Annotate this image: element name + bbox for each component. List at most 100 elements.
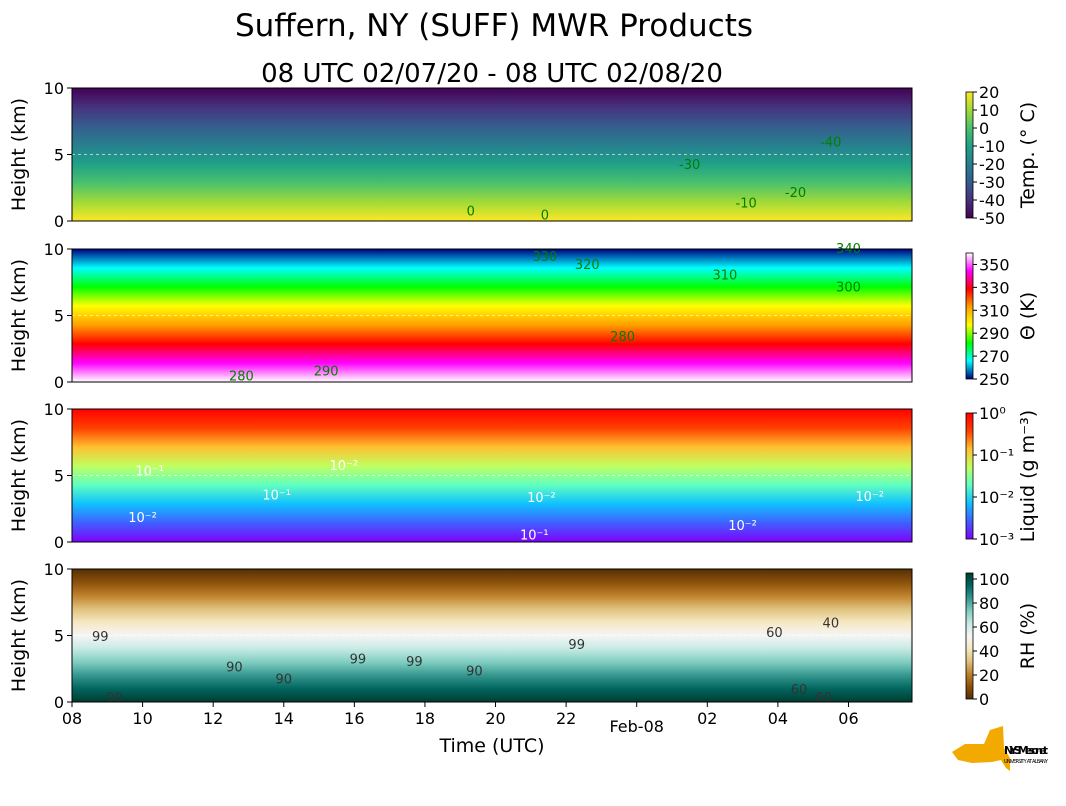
colorbar — [965, 412, 974, 540]
x-tick-label: Feb-08 — [609, 717, 663, 736]
contour-label: 10⁻² — [527, 491, 556, 506]
nys-mesonet-logo: NYS Mesonet UNIVERSITY AT ALBANY — [952, 726, 1049, 771]
y-tick-label: 5 — [54, 146, 64, 165]
y-axis-label: Height (km) — [8, 419, 30, 532]
contour-label: 60 — [766, 626, 783, 641]
y-tick-label: 0 — [54, 693, 64, 712]
ny-state-shape — [952, 726, 1010, 771]
contour-label: 10⁻¹ — [135, 465, 164, 480]
x-tick-label: 02 — [697, 709, 717, 728]
contour-label: -20 — [785, 186, 806, 201]
colorbar-tick-label: 350 — [979, 255, 1010, 274]
y-tick-label: 5 — [54, 627, 64, 646]
x-tick-label: 04 — [768, 709, 788, 728]
liquid-water-panel: 10⁻¹ 10⁻² 10⁻¹ 10⁻² 10⁻² 10⁻¹ 10⁻² 10⁻² 0 5 10 Heig… — [8, 400, 1039, 552]
colorbar — [965, 572, 974, 700]
colorbar-tick-label: 0 — [979, 690, 989, 709]
x-axis-label: Time (UTC) — [438, 735, 544, 757]
contour-label: 300 — [836, 281, 861, 296]
colorbar-tick-label: -20 — [979, 155, 1005, 174]
colorbar-tick-label: 10⁻¹ — [979, 446, 1014, 465]
contour-label: 90 — [226, 660, 243, 675]
colorbar-tick-label: 0 — [979, 119, 989, 138]
colorbar-tick-label: -30 — [979, 173, 1005, 192]
contour-label: 0 — [541, 209, 549, 224]
colorbar — [965, 252, 974, 380]
contour-label: 0 — [467, 205, 475, 220]
contour-label: 10⁻² — [128, 511, 157, 526]
y-tick-label: 0 — [54, 533, 64, 552]
y-tick-label: 10 — [44, 560, 64, 579]
contour-label: -10 — [736, 197, 757, 212]
contour-label: 280 — [229, 370, 254, 385]
contour-label: 60 — [791, 683, 808, 698]
y-tick-label: 0 — [54, 212, 64, 231]
colorbar-tick-label: 20 — [979, 83, 999, 102]
contour-label: -30 — [679, 158, 700, 173]
y-tick-label: 5 — [54, 307, 64, 326]
colorbar-tick-label: 60 — [979, 618, 999, 637]
contour-label: 40 — [823, 617, 840, 632]
logo-text: NYS Mesonet — [1004, 744, 1048, 757]
colorbar-tick-label: 330 — [979, 278, 1010, 297]
x-tick-label: 06 — [838, 709, 858, 728]
colorbar-tick-label: 100 — [979, 570, 1010, 589]
colorbar-tick-label: -40 — [979, 191, 1005, 210]
colorbar-tick-label: 10⁰ — [979, 404, 1006, 423]
colorbar-tick-label: 80 — [979, 594, 999, 613]
colorbar-tick-label: 10⁻² — [979, 488, 1014, 507]
contour-label: -40 — [820, 136, 841, 151]
x-tick-label: 10 — [132, 709, 152, 728]
x-tick-label: 16 — [344, 709, 364, 728]
contour-label: 99 — [350, 652, 367, 667]
y-tick-label: 5 — [54, 467, 64, 486]
contour-label: 60 — [815, 691, 832, 706]
y-axis-label: Height (km) — [8, 579, 30, 692]
y-tick-label: 10 — [44, 400, 64, 419]
colorbar-tick-label: 10⁻³ — [979, 530, 1014, 549]
contour-label: 90 — [275, 672, 292, 687]
colorbar-tick-label: 10 — [979, 101, 999, 120]
contour-label: 99 — [406, 655, 423, 670]
contour-label: 90 — [106, 691, 123, 706]
colorbar-tick-label: 290 — [979, 324, 1010, 343]
colorbar-tick-label: 270 — [979, 347, 1010, 366]
colorbar-tick-label: 310 — [979, 301, 1010, 320]
y-axis-label: Height (km) — [8, 98, 30, 211]
x-axis: 08 10 12 14 16 18 20 22 Feb-08 02 04 06 — [62, 702, 859, 736]
contour-label: 310 — [713, 269, 738, 284]
contour-label: 330 — [533, 250, 558, 265]
contour-label: 10⁻² — [728, 519, 757, 534]
colorbar-tick-label: -10 — [979, 137, 1005, 156]
x-tick-label: 12 — [203, 709, 223, 728]
colorbar-tick-label: -50 — [979, 209, 1005, 228]
contour-label: 90 — [466, 664, 483, 679]
colorbar-tick-label: 250 — [979, 370, 1010, 389]
x-tick-label: 14 — [274, 709, 294, 728]
contour-label: 10⁻¹ — [262, 488, 291, 503]
colorbar — [965, 91, 974, 219]
contour-label: 280 — [610, 330, 635, 345]
colorbar-tick-label: 20 — [979, 666, 999, 685]
contour-label: 99 — [92, 630, 109, 645]
y-axis-label: Height (km) — [8, 259, 30, 372]
colorbar-label: Liquid (g m⁻³) — [1017, 410, 1039, 542]
y-tick-label: 10 — [44, 240, 64, 259]
contour-label: 10⁻² — [855, 490, 884, 505]
y-tick-label: 0 — [54, 373, 64, 392]
x-tick-label: 22 — [556, 709, 576, 728]
y-tick-label: 10 — [44, 79, 64, 98]
colorbar-label: Temp. (° C) — [1017, 102, 1039, 209]
x-tick-label: 18 — [415, 709, 435, 728]
contour-label: 10⁻² — [329, 459, 358, 474]
relative-humidity-panel: 99 90 90 99 99 90 99 40 60 60 60 90 0 5 10 Height (km) 0… — [8, 560, 1039, 712]
contour-label: 320 — [575, 258, 600, 273]
figure-title: Suffern, NY (SUFF) MWR Products — [235, 8, 753, 44]
contour-label: 99 — [568, 638, 585, 653]
logo-subtext: UNIVERSITY AT ALBANY — [1004, 759, 1049, 765]
x-tick-label: 20 — [485, 709, 505, 728]
